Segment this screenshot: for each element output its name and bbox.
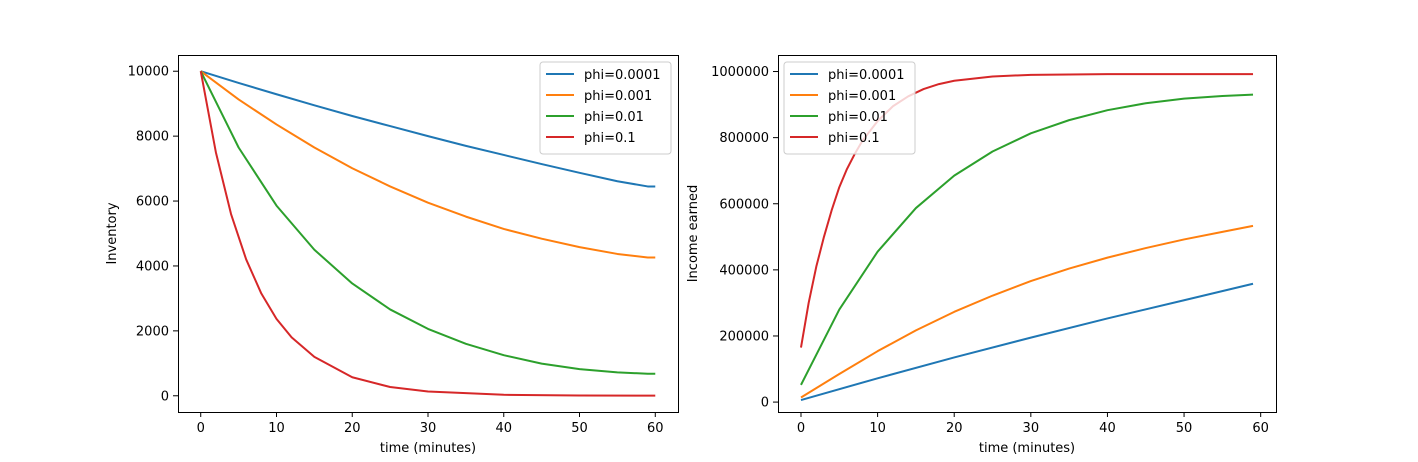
y-tick-label: 400000 — [719, 263, 769, 278]
chart-panel-1: 0 10 20 30 40 50 60 0 2000 4000 6000 8000 10000 time … — [105, 55, 679, 456]
series-group — [199, 70, 656, 397]
x-tick-label: 50 — [1176, 421, 1193, 436]
legend-label: phi=0.0001 — [828, 68, 904, 83]
x-tick-label: 40 — [1099, 421, 1116, 436]
series-line-phi=0.0001 — [800, 282, 1254, 402]
series-line-phi=0.1 — [199, 71, 656, 397]
y-tick-label: 800000 — [719, 131, 769, 146]
x-tick-label: 60 — [647, 421, 664, 436]
series-line-phi=0.001 — [200, 70, 656, 259]
axes-frame — [778, 55, 1277, 413]
x-axis-label: time (minutes) — [979, 441, 1075, 456]
x-tick-label: 40 — [495, 421, 512, 436]
series-group — [799, 73, 1254, 402]
legend-label: phi=0.001 — [828, 89, 896, 104]
x-axis-label: time (minutes) — [380, 441, 476, 456]
x-tick-label: 30 — [420, 421, 437, 436]
y-tick-label: 600000 — [719, 197, 769, 212]
x-tick-label: 20 — [344, 421, 361, 436]
chart-panel-2: 0 10 20 30 40 50 60 0 200000 400000 600000 800000 10… — [686, 55, 1277, 456]
x-tick-label: 20 — [946, 421, 963, 436]
x-tick-label: 0 — [797, 421, 805, 436]
x-tick-label: 30 — [1023, 421, 1040, 436]
y-axis-label: Income earned — [686, 185, 701, 283]
series-line-phi=0.01 — [800, 93, 1254, 386]
x-tick-label: 0 — [197, 421, 205, 436]
x-tick-label: 10 — [268, 421, 285, 436]
y-tick-label: 6000 — [136, 195, 169, 210]
legend: phi=0.0001 phi=0.001 phi=0.01 phi=0.1 — [783, 61, 916, 155]
y-tick-label: 4000 — [136, 259, 169, 274]
series-line-phi=0.01 — [199, 70, 656, 375]
y-tick-label: 1000000 — [711, 65, 769, 80]
legend-label: phi=0.1 — [584, 131, 636, 146]
y-tick-label: 0 — [761, 396, 769, 411]
y-tick-label: 200000 — [719, 329, 769, 344]
legend-label: phi=0.1 — [828, 131, 880, 146]
legend: phi=0.0001 phi=0.001 phi=0.01 phi=0.1 — [539, 61, 672, 155]
legend-label: phi=0.001 — [584, 89, 652, 104]
legend-label: phi=0.01 — [828, 110, 888, 125]
legend-label: phi=0.0001 — [584, 68, 660, 83]
x-tick-label: 50 — [571, 421, 588, 436]
y-tick-label: 0 — [161, 389, 169, 404]
legend-box — [539, 61, 672, 155]
series-line-phi=0.0001 — [200, 70, 656, 188]
y-tick-label: 2000 — [136, 324, 169, 339]
legend-box — [783, 61, 916, 155]
x-tick-label: 60 — [1252, 421, 1269, 436]
y-tick-label: 10000 — [128, 65, 169, 80]
y-axis-label: Inventory — [105, 202, 120, 264]
series-line-phi=0.001 — [800, 224, 1254, 399]
legend-label: phi=0.01 — [584, 110, 644, 125]
x-tick-label: 10 — [869, 421, 886, 436]
y-tick-label: 8000 — [136, 130, 169, 145]
